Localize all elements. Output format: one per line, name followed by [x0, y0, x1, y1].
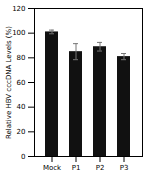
svg-text:60: 60: [17, 79, 26, 87]
svg-text:20: 20: [17, 128, 26, 136]
svg-text:Relative HBV cccDNA Levels (%): Relative HBV cccDNA Levels (%): [5, 26, 13, 139]
svg-text:80: 80: [17, 54, 26, 62]
svg-text:120: 120: [12, 5, 25, 13]
svg-text:P3: P3: [120, 164, 129, 172]
svg-text:100: 100: [12, 29, 25, 37]
svg-text:0: 0: [21, 153, 25, 161]
svg-text:P2: P2: [96, 164, 105, 172]
svg-text:P1: P1: [72, 164, 81, 172]
svg-text:40: 40: [17, 103, 26, 111]
svg-text:Mock: Mock: [43, 164, 62, 172]
